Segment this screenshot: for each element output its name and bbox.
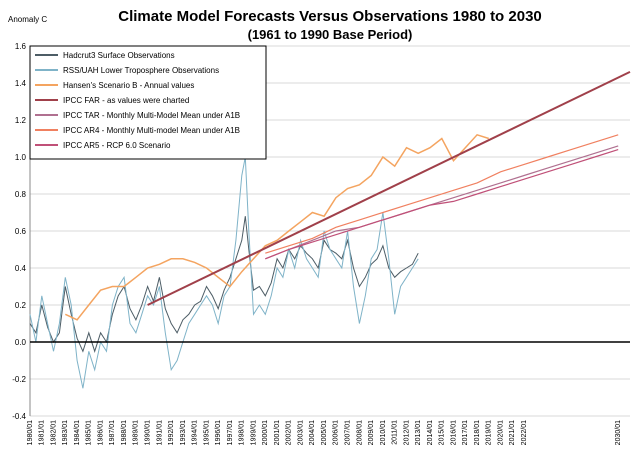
y-tick-label: -0.2 [12, 375, 26, 384]
x-tick-labels: 1980/01 1981/01 1982/01 1983/01 1984/01 1985/… [27, 420, 622, 445]
x-tick-label: 2000/01 [262, 420, 269, 445]
y-tick-label: 1.0 [15, 153, 27, 162]
series-line [265, 145, 619, 260]
legend-box [29, 45, 267, 160]
x-tick-label: 2018/01 [474, 420, 481, 445]
y-tick-label: 0.0 [15, 338, 27, 347]
legend-label: Hadcrut3 Surface Observations [63, 51, 175, 60]
x-tick-label: 1993/01 [180, 420, 187, 445]
legend-label: Hansen's Scenario B - Annual values [63, 81, 194, 90]
series-line [29, 156, 419, 389]
legend-label: IPCC FAR - as values were charted [63, 96, 189, 105]
x-tick-label: 2004/01 [309, 420, 316, 445]
x-tick-label: 1999/01 [250, 420, 257, 445]
series-line [29, 216, 419, 353]
x-tick-label: 1995/01 [203, 420, 210, 445]
x-tick-label: 1997/01 [227, 420, 234, 445]
x-tick-label: 1998/01 [239, 420, 246, 445]
series-line [265, 134, 619, 254]
x-tick-label: 2020/01 [497, 420, 504, 445]
series-line [147, 70, 631, 306]
x-tick-label: 1996/01 [215, 420, 222, 445]
x-tick-label: 1989/01 [133, 420, 140, 445]
x-tick-label: 2013/01 [415, 420, 422, 445]
chart-subtitle: (1961 to 1990 Base Period) [248, 27, 413, 42]
x-tick-label: 1981/01 [39, 420, 46, 445]
x-tick-label: 1991/01 [156, 420, 163, 445]
series-line [64, 133, 490, 321]
y-tick-label: 0.8 [15, 190, 27, 199]
y-axis-label: Anomaly C [8, 15, 47, 24]
x-tick-label: 2015/01 [439, 420, 446, 445]
x-tick-label: 1986/01 [97, 420, 104, 445]
legend-label: IPCC AR5 - RCP 6.0 Scenario [63, 141, 171, 150]
x-tick-label: 2022/01 [521, 420, 528, 445]
x-tick-label: 1982/01 [50, 420, 57, 445]
x-tick-label: 1985/01 [86, 420, 93, 445]
x-tick-label: 1987/01 [109, 420, 116, 445]
x-tick-label: 2005/01 [321, 420, 328, 445]
y-tick-label: 1.2 [15, 116, 27, 125]
x-tick-label: 2021/01 [509, 420, 516, 445]
legend-label: IPCC TAR - Monthly Multi-Model Mean unde… [63, 111, 240, 120]
x-tick-label: 2017/01 [462, 420, 469, 445]
x-tick-label: 2019/01 [486, 420, 493, 445]
x-tick-label: 2030/01 [615, 420, 622, 445]
x-tick-label: 1992/01 [168, 420, 175, 445]
legend-label: RSS/UAH Lower Troposphere Observations [63, 66, 219, 75]
x-tick-label: 2002/01 [286, 420, 293, 445]
x-tick-label: 2007/01 [344, 420, 351, 445]
x-tick-label: 1990/01 [144, 420, 151, 445]
series-line [265, 149, 619, 260]
x-tick-label: 2016/01 [450, 420, 457, 445]
x-tick-label: 2009/01 [368, 420, 375, 445]
legend-label: IPCC AR4 - Monthly Multi-model Mean unde… [63, 126, 240, 135]
x-tick-label: 2006/01 [333, 420, 340, 445]
x-tick-label: 2011/01 [392, 420, 399, 445]
x-tick-label: 2014/01 [427, 420, 434, 445]
x-tick-label: 2012/01 [403, 420, 410, 445]
y-tick-label: 0.6 [15, 227, 27, 236]
y-tick-label: 0.4 [15, 264, 27, 273]
y-tick-label: 0.2 [15, 301, 27, 310]
x-tick-label: 2003/01 [297, 420, 304, 445]
chart-title: Climate Model Forecasts Versus Observati… [118, 8, 542, 25]
x-tick-label: 1980/01 [27, 420, 34, 445]
x-tick-label: 1988/01 [121, 420, 128, 445]
x-tick-label: 1994/01 [192, 420, 199, 445]
x-tick-label: 2001/01 [274, 420, 281, 445]
y-tick-label: 1.6 [15, 42, 27, 51]
y-tick-label: 1.4 [15, 79, 27, 88]
x-tick-label: 2008/01 [356, 420, 363, 445]
y-tick-labels: -0.4 -0.2 0.0 0.2 0.4 0.6 0.8 1.0 1.2 1.4 1.6 [12, 42, 26, 421]
x-tick-label: 1984/01 [74, 420, 81, 445]
x-tick-label: 1983/01 [62, 420, 69, 445]
y-tick-label: -0.4 [12, 412, 26, 421]
series-lines [29, 70, 631, 389]
x-tick-label: 2010/01 [380, 420, 387, 445]
legend: Hadcrut3 Surface Observations RSS/UAH Low… [29, 45, 267, 160]
